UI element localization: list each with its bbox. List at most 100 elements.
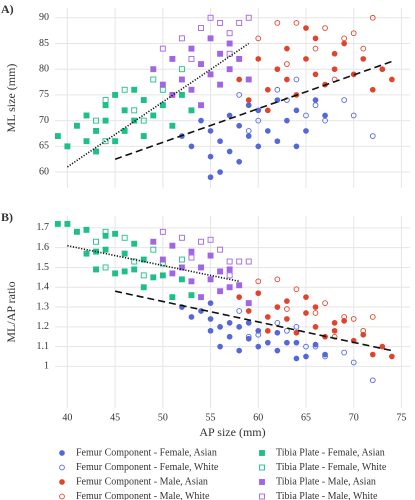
point <box>226 258 233 265</box>
point <box>312 45 319 52</box>
point <box>188 55 195 62</box>
y-axis-label: ML/AP ratio <box>4 281 18 342</box>
trend-line <box>114 60 393 160</box>
point <box>284 339 290 346</box>
point <box>245 133 252 139</box>
point <box>140 133 147 140</box>
x-tick-label: 65 <box>301 412 311 423</box>
point <box>303 56 309 62</box>
point <box>236 92 243 98</box>
point <box>341 314 348 320</box>
point <box>121 250 128 257</box>
point <box>255 327 262 334</box>
point <box>121 127 128 134</box>
point <box>150 238 157 245</box>
point <box>369 133 376 139</box>
point <box>150 76 157 83</box>
trend-line <box>67 244 240 283</box>
point <box>236 76 243 83</box>
y-tick-label: 65 <box>39 141 49 152</box>
point <box>284 316 290 322</box>
point <box>169 242 176 249</box>
point <box>188 292 195 299</box>
point <box>312 35 319 42</box>
legend-label: Femur Component - Male, Asian <box>76 476 208 487</box>
y-tick-label: 1 <box>44 361 49 372</box>
point <box>121 86 128 93</box>
legend-label: Tibia Plate - Female, White <box>276 462 387 473</box>
y-tick-label: 70 <box>39 115 49 126</box>
point <box>312 310 319 316</box>
point <box>217 138 223 145</box>
point <box>93 148 99 155</box>
point <box>360 45 367 52</box>
point <box>274 66 281 73</box>
point <box>140 256 147 263</box>
point <box>102 232 109 239</box>
point <box>236 158 243 165</box>
point <box>178 256 185 263</box>
point <box>226 40 233 47</box>
legend-marker <box>59 479 65 485</box>
point <box>245 258 252 265</box>
point <box>150 246 157 253</box>
point <box>188 314 195 320</box>
point <box>140 97 147 104</box>
point <box>83 226 90 233</box>
point <box>245 320 252 326</box>
point <box>178 91 185 98</box>
point <box>303 294 309 301</box>
point <box>207 71 214 78</box>
point <box>360 56 367 62</box>
point <box>303 343 309 350</box>
point <box>169 122 176 129</box>
y-tick-label: 1.6 <box>37 242 50 253</box>
panel-label: A) <box>1 2 14 16</box>
point <box>293 20 300 26</box>
legend-marker <box>259 493 265 500</box>
point <box>264 86 271 93</box>
legend-marker <box>59 493 65 500</box>
legend-label: Tibia Plate - Male, Asian <box>276 476 376 487</box>
point <box>350 30 357 37</box>
point <box>274 347 281 354</box>
point <box>322 25 328 31</box>
point <box>255 278 262 285</box>
point <box>312 323 319 330</box>
point <box>255 343 262 350</box>
legend-label: Femur Component - Female, White <box>76 462 219 473</box>
point <box>360 327 367 334</box>
y-tick-label: 1.5 <box>37 262 50 273</box>
point <box>188 278 195 285</box>
y-tick-label: 1.2 <box>37 321 50 332</box>
point <box>226 112 233 119</box>
point <box>102 264 109 271</box>
y-tick-label: 90 <box>39 12 49 23</box>
point <box>207 236 214 243</box>
x-tick-label: 70 <box>349 412 359 423</box>
legend-marker <box>259 450 265 456</box>
point <box>341 349 348 356</box>
point <box>379 66 386 73</box>
point <box>83 112 90 119</box>
point <box>217 343 223 350</box>
point <box>245 308 252 314</box>
y-tick-label: 1.1 <box>37 341 50 352</box>
point <box>284 298 290 304</box>
x-tick-label: 50 <box>158 412 168 423</box>
point <box>255 56 262 62</box>
y-tick-label: 1.3 <box>37 301 50 312</box>
point <box>389 76 395 83</box>
point <box>73 228 80 235</box>
point <box>169 270 176 277</box>
point <box>226 266 233 273</box>
point <box>284 76 290 83</box>
trend-line <box>114 290 393 352</box>
point <box>236 323 243 330</box>
point <box>159 272 166 279</box>
point <box>293 143 300 150</box>
point <box>83 138 90 145</box>
x-tick-label: 60 <box>253 412 263 423</box>
point <box>245 128 252 134</box>
point <box>350 112 357 119</box>
